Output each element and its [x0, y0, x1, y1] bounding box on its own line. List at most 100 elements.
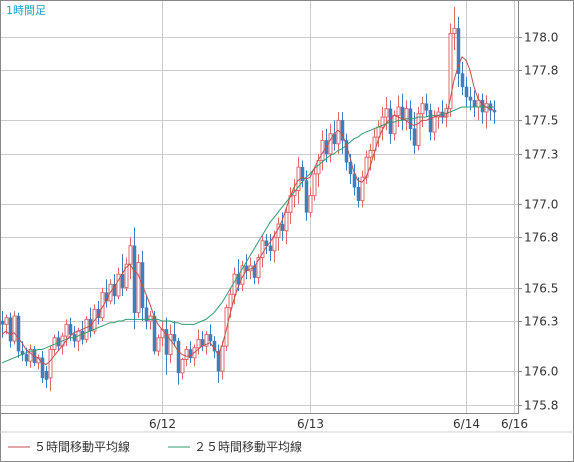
- candle-body: [208, 334, 213, 342]
- candle-body: [80, 330, 85, 340]
- candle-body: [460, 73, 465, 88]
- candle-body: [228, 293, 233, 309]
- candle-body: [384, 108, 389, 118]
- candle-body: [40, 357, 45, 379]
- candle-body: [472, 100, 477, 108]
- candle-body: [0, 320, 5, 325]
- candle-body: [300, 166, 305, 181]
- y-tick-label: 176.8: [524, 231, 558, 245]
- candle-body: [96, 309, 101, 318]
- candle-body: [432, 116, 437, 133]
- x-tick-label: 6/12: [149, 417, 176, 431]
- candle-body: [448, 32, 453, 110]
- candle-body: [452, 27, 457, 34]
- candle-body: [128, 245, 133, 265]
- candle-body: [396, 106, 401, 116]
- candle-body: [468, 96, 473, 101]
- candle-body: [196, 338, 201, 349]
- candle-body: [120, 273, 125, 288]
- candle-body: [48, 348, 53, 379]
- ma5-line: [1, 56, 495, 366]
- candle-body: [180, 358, 185, 374]
- grid: [0, 0, 518, 413]
- x-tick-label: 6/14: [453, 417, 480, 431]
- candle-body: [68, 324, 73, 335]
- candle-body: [28, 348, 33, 362]
- candle-body: [204, 333, 209, 347]
- candle-body: [216, 350, 221, 372]
- candle-body: [380, 116, 385, 128]
- candle-body: [164, 329, 169, 355]
- candle-body: [44, 370, 49, 380]
- legend: ５時間移動平均線 ２５時間移動平均線: [8, 439, 302, 454]
- candle-body: [428, 110, 433, 133]
- candle-body: [4, 317, 9, 325]
- candle-body: [152, 315, 157, 352]
- candle-body: [392, 114, 397, 135]
- x-tick-label: 6/13: [297, 417, 324, 431]
- candle-body: [360, 176, 365, 202]
- candle-body: [304, 180, 309, 213]
- y-axis: 175.8 176.0 176.3 176.5 176.8 177.0 177.3 177.5…: [518, 31, 558, 413]
- candle-body: [312, 173, 317, 197]
- candle-body: [168, 333, 173, 355]
- y-tick-label: 175.8: [524, 399, 558, 413]
- candle-body: [272, 236, 277, 252]
- candle-body: [136, 262, 141, 314]
- y-tick-label: 178.0: [524, 31, 558, 45]
- candle-body: [256, 256, 261, 279]
- candle-body: [144, 307, 149, 322]
- candle-body: [12, 315, 17, 342]
- candle-body: [24, 354, 29, 362]
- ma25-line: [1, 106, 494, 364]
- x-tick-label: 6/16: [501, 417, 528, 431]
- candle-body: [412, 128, 417, 146]
- candle-body: [308, 195, 313, 213]
- candle-body: [176, 340, 181, 374]
- y-tick-label: 177.8: [524, 64, 558, 78]
- candle-body: [356, 187, 361, 201]
- x-axis: 6/12 6/13 6/14 6/16: [149, 417, 528, 431]
- chart-title: 1時間足: [6, 4, 46, 17]
- candle-body: [328, 133, 333, 155]
- candle-body: [268, 245, 273, 252]
- candle-body: [284, 211, 289, 232]
- candle-body: [64, 323, 69, 337]
- candle-body: [424, 103, 429, 111]
- candle-body: [456, 28, 461, 74]
- y-tick-label: 176.5: [524, 282, 558, 296]
- candle-body: [132, 245, 137, 313]
- legend-label: ２５時間移動平均線: [194, 439, 302, 454]
- candle-body: [260, 240, 265, 258]
- candle-body: [480, 100, 485, 113]
- candle-body: [84, 318, 89, 340]
- candle-body: [280, 223, 285, 231]
- candle-body: [340, 120, 345, 141]
- candle-body: [388, 108, 393, 135]
- y-tick-label: 176.0: [524, 365, 558, 379]
- candle-body: [16, 315, 21, 352]
- candle-body: [348, 161, 353, 175]
- candle-body: [264, 240, 269, 247]
- candle-body: [184, 348, 189, 360]
- legend-label: ５時間移動平均線: [34, 439, 130, 454]
- candle-body: [492, 110, 497, 113]
- candle-body: [116, 273, 121, 297]
- candle-body: [112, 284, 117, 297]
- candle-body: [156, 337, 161, 352]
- moving-averages: [1, 56, 495, 366]
- candle-body: [368, 149, 373, 158]
- plot-frame: [0, 0, 519, 414]
- candle-body: [416, 113, 421, 146]
- candle-body: [172, 334, 177, 342]
- candle-body: [220, 345, 225, 372]
- y-tick-label: 176.3: [524, 315, 558, 329]
- candle-body: [8, 317, 13, 342]
- candle-body: [464, 86, 469, 98]
- candle-body: [420, 103, 425, 115]
- candle-body: [188, 349, 193, 359]
- candle-body: [124, 263, 129, 289]
- y-tick-label: 177.5: [524, 114, 558, 128]
